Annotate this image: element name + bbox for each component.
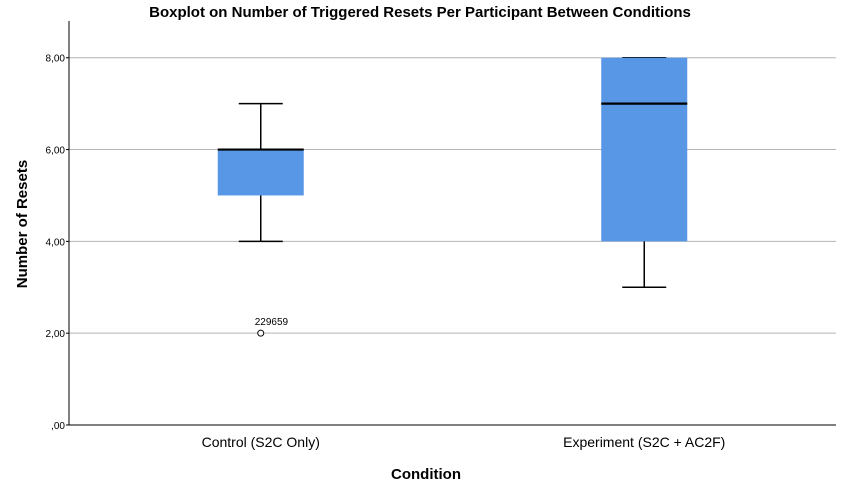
iqr-box [217, 149, 304, 196]
chart-title: Boxplot on Number of Triggered Resets Pe… [149, 4, 691, 21]
outlier-point [257, 329, 265, 337]
y-tick-label: ,00 [51, 421, 65, 432]
iqr-box [601, 57, 688, 242]
x-tick-label: Experiment (S2C + AC2F) [563, 434, 725, 450]
y-tick-label: 6,00 [46, 146, 66, 157]
y-tick-label: 4,00 [46, 237, 66, 248]
box-group: 229659 [217, 102, 304, 337]
gridlines [69, 57, 836, 334]
y-axis-title: Number of Resets [14, 160, 31, 288]
axes: ,00 2,00 4,00 6,00 8,00 Control (S2C Only) Exp… [46, 21, 836, 450]
x-axis-title: Condition [391, 466, 461, 483]
x-tick-label: Control (S2C Only) [202, 434, 320, 450]
y-tick-label: 2,00 [46, 329, 66, 340]
box-group [601, 56, 688, 289]
y-tick-label: 8,00 [46, 54, 66, 65]
boxes: 229659 [217, 56, 688, 337]
outlier-label: 229659 [255, 317, 289, 328]
